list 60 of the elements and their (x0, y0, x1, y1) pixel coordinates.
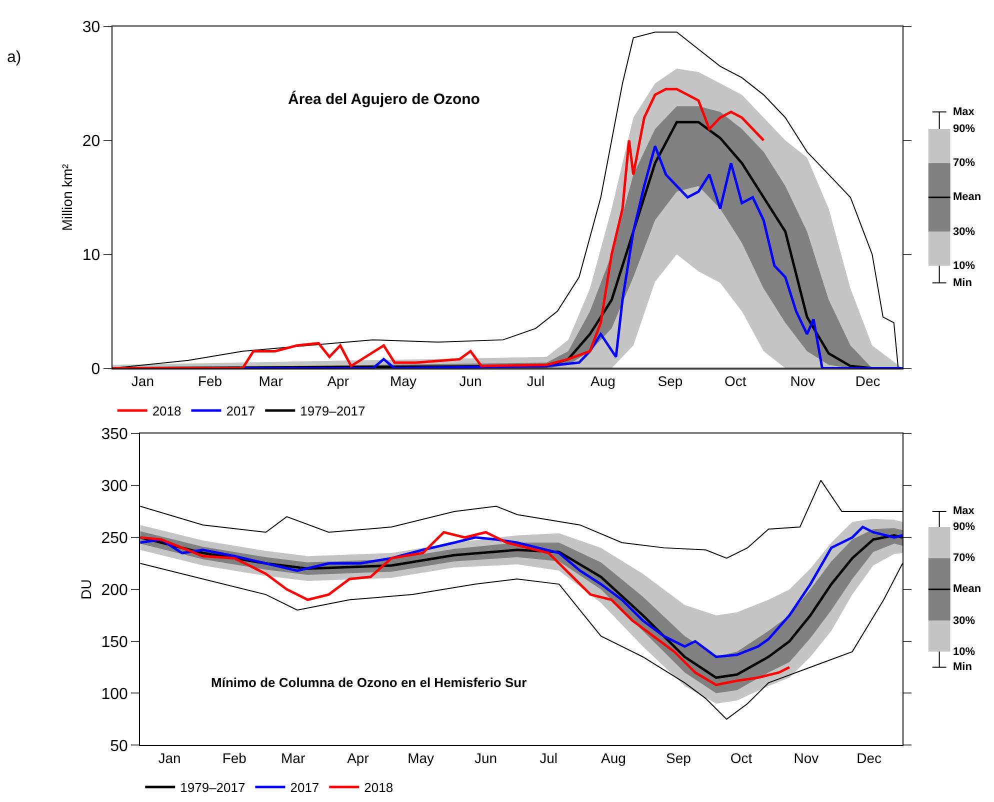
text: 90% (953, 123, 976, 135)
y-tick-label: 250 (101, 530, 128, 548)
text: Min (953, 277, 972, 289)
text: 70% (953, 552, 976, 564)
x-tick-label: Jan (131, 373, 154, 390)
y-axis-title: DU (78, 579, 94, 600)
x-tick-label: May (390, 373, 416, 390)
x-tick-label: Feb (222, 750, 247, 766)
text: Max (953, 505, 976, 517)
x-tick-label: Mar (280, 750, 306, 766)
y-tick-label: 300 (101, 478, 128, 496)
legend-label: 1979–2017 (180, 780, 246, 796)
text: 70% (953, 157, 976, 169)
text: Max (953, 106, 976, 118)
text: Mean (953, 583, 982, 595)
text: Min (953, 661, 972, 673)
x-tick-label: Aug (590, 373, 616, 390)
x-tick-label: Sep (666, 750, 692, 766)
text: 30% (953, 226, 976, 238)
x-tick-label: Dec (856, 750, 882, 766)
x-tick-label: Jan (158, 750, 181, 766)
legend-label: 2018 (364, 780, 394, 796)
x-tick-label: Oct (730, 750, 752, 766)
x-tick-label: May (408, 750, 434, 766)
y-tick-label: 150 (101, 634, 128, 651)
text: 30% (953, 615, 976, 627)
legend-label: 2017 (290, 780, 320, 796)
text: 90% (953, 521, 976, 533)
x-tick-label: Oct (724, 373, 746, 390)
x-tick-label: Dec (855, 373, 880, 390)
x-tick-label: Feb (198, 373, 222, 390)
x-tick-label: Jun (474, 750, 498, 766)
y-tick-label: 30 (82, 19, 100, 36)
x-tick-label: Nov (790, 373, 816, 390)
y-tick-label: 50 (110, 738, 128, 755)
y-axis-title: Million km² (58, 164, 75, 231)
y-tick-label: 200 (101, 582, 128, 599)
x-tick-label: Sep (658, 373, 683, 390)
y-tick-label: 350 (101, 426, 128, 444)
legend-label: 2017 (226, 404, 256, 419)
y-tick-label: 0 (91, 360, 100, 378)
x-tick-label: Jul (540, 750, 558, 766)
text: 10% (953, 260, 976, 272)
y-tick-label: 20 (82, 132, 100, 150)
text: Área del Agujero de Ozono (288, 90, 480, 108)
x-tick-label: Apr (327, 373, 350, 390)
x-tick-label: Nov (794, 750, 819, 766)
x-tick-label: Mar (258, 373, 284, 390)
legend-label: 2018 (152, 404, 182, 419)
text: Mean (953, 191, 982, 203)
x-tick-label: Jun (459, 373, 482, 390)
x-tick-label: Jul (526, 373, 545, 390)
y-tick-label: 100 (101, 686, 128, 703)
x-tick-label: Aug (601, 750, 626, 766)
legend-label: 1979–2017 (300, 404, 366, 419)
x-tick-label: Apr (347, 750, 370, 766)
y-tick-label: 10 (82, 246, 100, 264)
text: 10% (953, 646, 976, 658)
text: a) (7, 49, 22, 66)
text: Mínimo de Columna de Ozono en el Hemisferio Sur (211, 675, 527, 690)
